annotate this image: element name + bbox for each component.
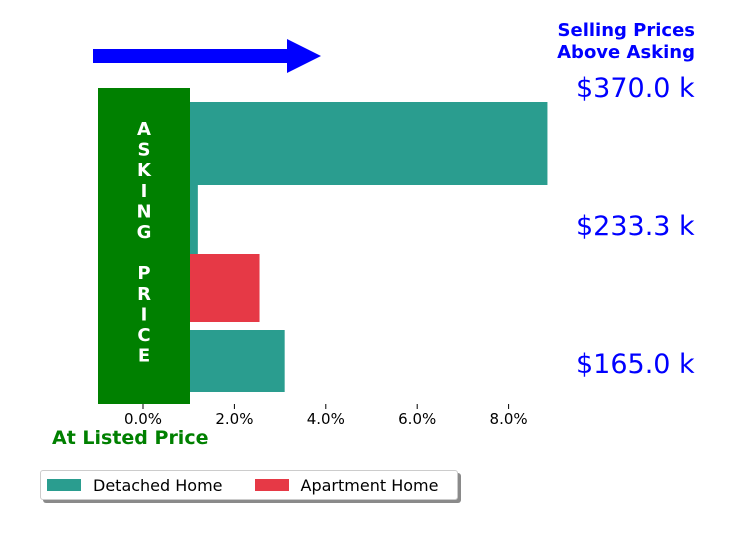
legend-item-detached: Detached Home <box>47 476 223 495</box>
header-line-2: Above Asking <box>557 42 695 63</box>
chart-header: Selling Prices Above Asking <box>557 20 695 64</box>
price-label-1: $370.0 k <box>576 73 695 104</box>
x-tick-label-4: 6.0% <box>398 410 436 428</box>
legend-swatch-detached <box>47 479 81 491</box>
arrow-icon <box>93 39 321 73</box>
band-letter-8: P <box>137 263 150 284</box>
x-tick-label-1: 0.0% <box>124 410 162 428</box>
band-letter-6: G <box>137 222 152 243</box>
chart-legend: Detached Home Apartment Home <box>40 470 458 500</box>
band-letter-11: C <box>137 325 150 346</box>
band-letter-2: S <box>138 140 151 161</box>
band-letter-9: R <box>137 284 151 305</box>
price-label-3: $165.0 k <box>576 349 695 380</box>
bar-detached-1 <box>143 102 548 185</box>
band-letter-1: A <box>137 119 151 140</box>
x-tick-label-3: 4.0% <box>307 410 345 428</box>
band-letter-5: N <box>136 201 151 222</box>
price-label-2: $233.3 k <box>576 211 695 242</box>
at-listed-price-label: At Listed Price <box>52 427 209 449</box>
header-line-1: Selling Prices <box>557 20 695 41</box>
legend-swatch-apartment <box>254 479 289 491</box>
band-letter-12: E <box>138 346 150 367</box>
legend-label-detached: Detached Home <box>93 475 223 495</box>
band-letter-4: I <box>141 181 148 202</box>
x-tick-label-2: 2.0% <box>215 410 253 428</box>
band-letter-10: I <box>141 304 148 325</box>
band-letter-3: K <box>137 160 152 181</box>
asking-price-band <box>98 88 190 404</box>
legend-item-apartment: Apartment Home <box>254 475 439 495</box>
legend-label-apartment: Apartment Home <box>300 475 439 495</box>
x-tick-label-5: 8.0% <box>490 410 528 428</box>
